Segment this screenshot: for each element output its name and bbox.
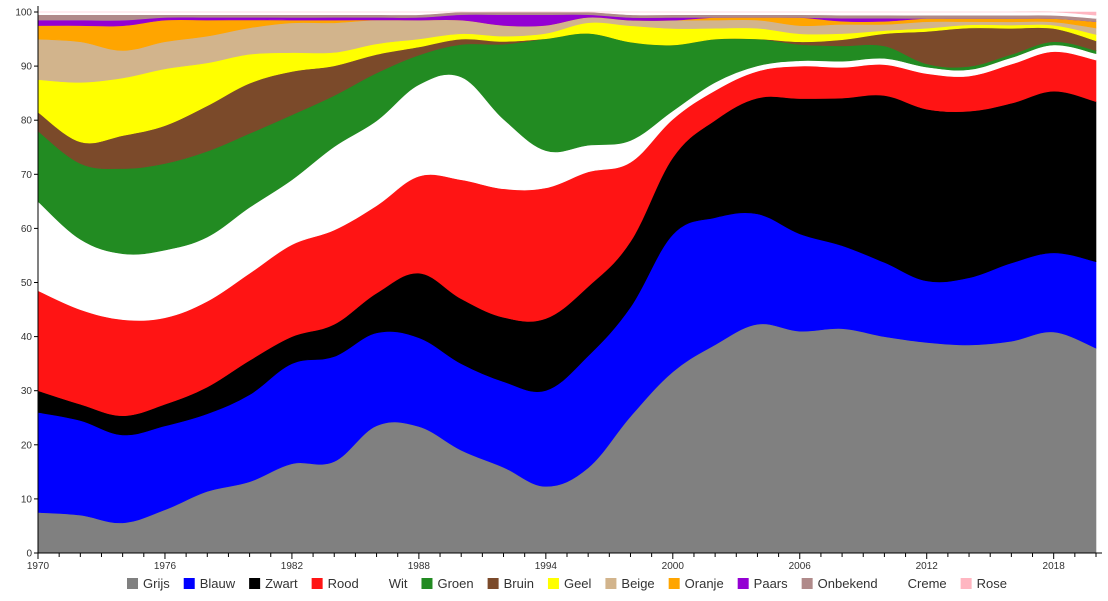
legend-swatch: [547, 578, 559, 589]
legend-label: Wit: [389, 576, 408, 591]
legend-item-geel[interactable]: Geel: [547, 576, 592, 591]
legend-swatch: [801, 578, 813, 589]
legend-label: Geel: [564, 576, 592, 591]
legend-item-onbekend[interactable]: Onbekend: [801, 576, 878, 591]
x-tick-label: 2000: [662, 561, 685, 572]
y-tick-label: 40: [21, 332, 33, 343]
x-tick-label: 1970: [27, 561, 50, 572]
legend-label: Paars: [754, 576, 788, 591]
y-tick-label: 70: [21, 170, 33, 181]
legend-swatch: [668, 578, 680, 589]
legend-swatch: [960, 578, 972, 589]
x-axis: 1970 1976 1982 1988 1994 2000 2006 2012 2018: [27, 552, 1102, 572]
legend-item-rose[interactable]: Rose: [960, 576, 1007, 591]
legend-swatch: [487, 578, 499, 589]
y-tick-label: 80: [21, 116, 33, 127]
y-tick-label: 90: [21, 62, 33, 73]
legend-item-groen[interactable]: Groen: [421, 576, 474, 591]
y-tick-label: 50: [21, 278, 33, 289]
legend-label: Beige: [621, 576, 654, 591]
legend-swatch: [183, 578, 195, 589]
legend-swatch: [127, 578, 139, 589]
legend-item-blauw[interactable]: Blauw: [183, 576, 236, 591]
legend-item-creme[interactable]: Creme: [891, 576, 947, 591]
legend-swatch: [372, 577, 385, 590]
legend-label: Groen: [437, 576, 473, 591]
x-tick-label: 2006: [789, 561, 812, 572]
legend-swatch: [421, 578, 433, 589]
x-tick-label: 2018: [1043, 561, 1066, 572]
y-axis: 0 10 20 30 40 50 60 70 80 90 100: [15, 6, 39, 560]
legend-swatch: [311, 578, 323, 589]
y-tick-label: 0: [26, 549, 32, 560]
y-tick-label: 10: [21, 494, 33, 505]
legend-label: Rose: [977, 576, 1007, 591]
legend-item-beige[interactable]: Beige: [605, 576, 655, 591]
legend-swatch: [605, 578, 617, 589]
x-tick-label: 1982: [281, 561, 304, 572]
legend-item-oranje[interactable]: Oranje: [668, 576, 724, 591]
legend-label: Creme: [908, 576, 947, 591]
legend-label: Bruin: [504, 576, 534, 591]
legend-label: Onbekend: [818, 576, 878, 591]
legend-item-bruin[interactable]: Bruin: [487, 576, 534, 591]
legend-label: Zwart: [265, 576, 298, 591]
legend-label: Grijs: [143, 576, 170, 591]
legend-label: Oranje: [685, 576, 724, 591]
y-tick-label: 30: [21, 386, 33, 397]
x-tick-label: 1988: [408, 561, 431, 572]
area-rose: [37, 11, 1097, 16]
legend-swatch: [891, 577, 904, 590]
legend-label: Blauw: [200, 576, 236, 591]
y-tick-label: 20: [21, 440, 33, 451]
legend-label: Rood: [328, 576, 359, 591]
x-tick-label: 1976: [154, 561, 177, 572]
y-tick-label: 100: [15, 8, 32, 19]
y-tick-label: 60: [21, 224, 33, 235]
x-tick-label: 1994: [535, 561, 558, 572]
legend-item-wit[interactable]: Wit: [372, 576, 408, 591]
legend-swatch: [737, 578, 749, 589]
legend: Grijs Blauw Zwart Rood Wit Groen Bruin Geel Beig…: [127, 576, 1007, 591]
x-tick-label: 2012: [916, 561, 939, 572]
series-areas: [37, 11, 1097, 554]
legend-item-zwart[interactable]: Zwart: [249, 576, 298, 591]
legend-item-rood[interactable]: Rood: [311, 576, 359, 591]
legend-item-grijs[interactable]: Grijs: [127, 576, 170, 591]
legend-swatch: [249, 578, 261, 589]
legend-item-paars[interactable]: Paars: [737, 576, 788, 591]
